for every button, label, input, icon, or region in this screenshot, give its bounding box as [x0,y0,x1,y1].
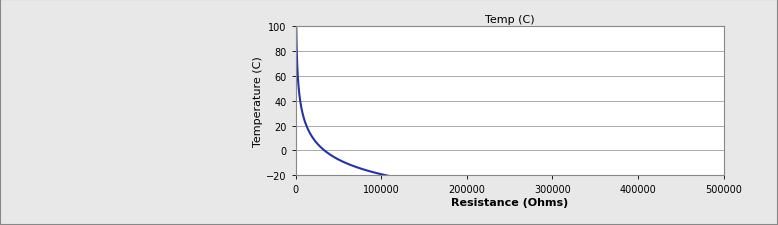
Title: Temp (C): Temp (C) [485,15,534,25]
Y-axis label: Temperature (C): Temperature (C) [254,56,263,146]
X-axis label: Resistance (Ohms): Resistance (Ohms) [451,197,568,207]
